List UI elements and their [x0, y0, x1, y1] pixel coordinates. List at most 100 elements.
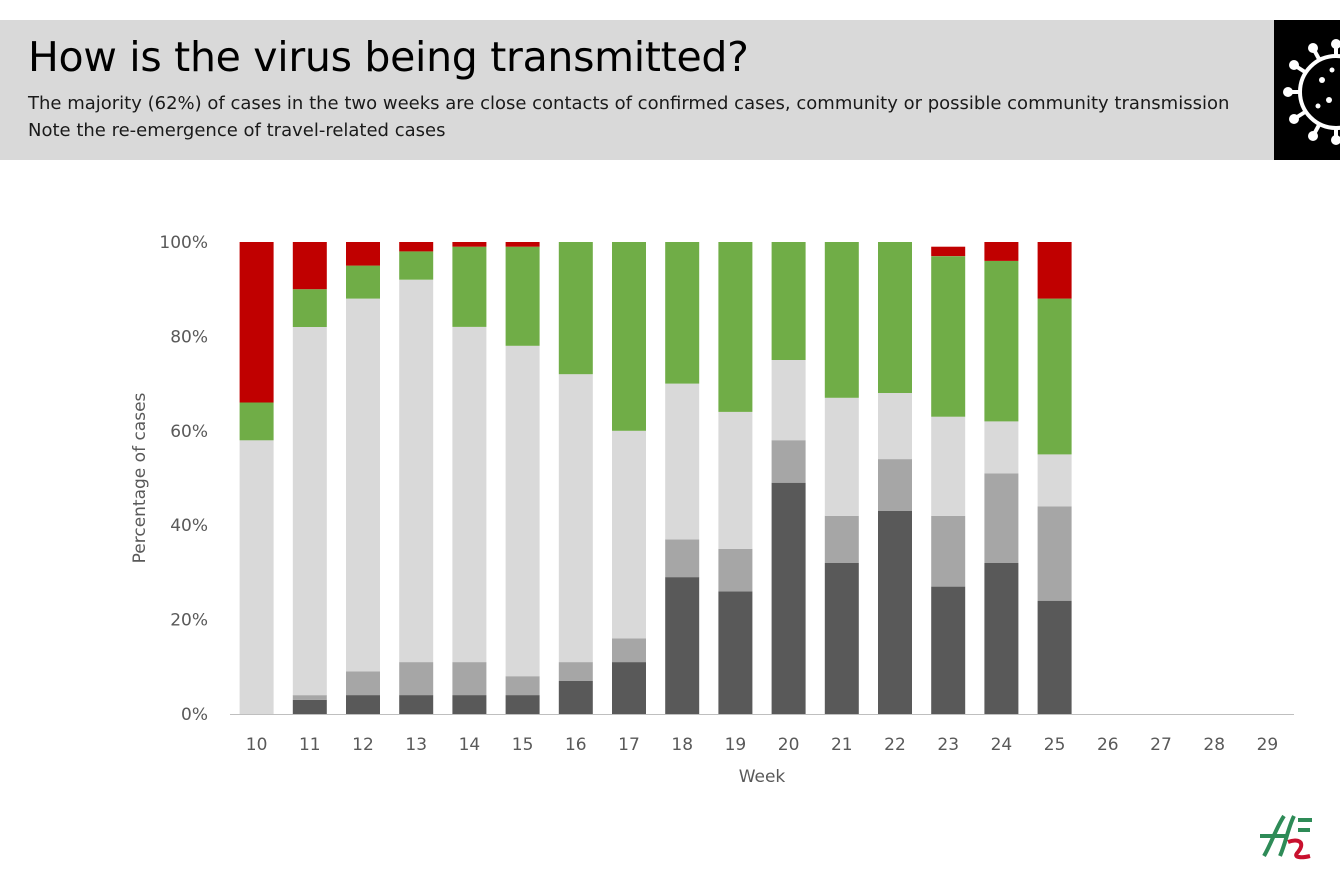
y-tick-label: 40% [170, 516, 208, 536]
y-tick-label: 100% [159, 233, 208, 253]
bar-week-24-segment-1 [984, 563, 1019, 714]
bar-week-24-segment-3 [984, 421, 1019, 474]
bar-week-14-segment-4 [452, 246, 487, 327]
bar-week-21-segment-3 [824, 397, 859, 516]
x-tick-label: 27 [1150, 735, 1172, 755]
x-tick-label: 23 [937, 735, 959, 755]
y-tick-label: 60% [170, 422, 208, 442]
bar-week-25-segment-3 [1037, 454, 1072, 507]
x-tick-label: 13 [405, 735, 427, 755]
bar-week-13-segment-1 [399, 695, 434, 714]
bar-week-23-segment-2 [931, 515, 966, 587]
bar-week-12-segment-2 [346, 671, 380, 696]
x-tick-label: 25 [1044, 735, 1066, 755]
bar-week-11-segment-2 [292, 695, 327, 700]
bar-week-13-segment-5 [399, 242, 434, 252]
x-tick-label: 18 [671, 735, 693, 755]
bar-week-14-segment-1 [452, 695, 487, 714]
bar-week-15-segment-2 [505, 676, 540, 696]
bar-week-10-segment-4 [239, 402, 274, 441]
bar-week-21-segment-1 [824, 563, 859, 714]
bar-week-16-segment-2 [558, 662, 593, 681]
bar-week-12-segment-4 [346, 265, 380, 299]
page-title: How is the virus being transmitted? [28, 33, 749, 81]
bar-week-15-segment-1 [505, 695, 540, 714]
bar-week-25-segment-1 [1037, 600, 1072, 714]
x-tick-label: 19 [725, 735, 747, 755]
subtitle-majority: The majority (62%) of cases in the two w… [28, 93, 1230, 114]
bar-week-15-segment-4 [505, 246, 540, 346]
y-tick-label: 20% [170, 611, 208, 631]
bar-week-14-segment-5 [452, 242, 487, 247]
bars-group [239, 242, 1072, 714]
bar-week-14-segment-2 [452, 662, 487, 696]
y-tick-labels: 0% 20% 40% 60% 80% 100% [159, 233, 208, 725]
bar-week-16-segment-1 [558, 681, 593, 714]
bar-week-18-segment-4 [665, 242, 700, 384]
bar-week-15-segment-5 [505, 242, 540, 247]
bar-week-19-segment-2 [718, 548, 753, 592]
bar-week-23-segment-1 [931, 586, 966, 714]
bar-week-17-segment-2 [612, 638, 646, 663]
bar-week-22-segment-1 [878, 511, 912, 714]
bar-week-19-segment-4 [718, 242, 753, 412]
bar-week-22-segment-2 [878, 459, 912, 511]
bar-week-17-segment-3 [612, 430, 646, 639]
x-tick-label: 26 [1097, 735, 1119, 755]
x-axis-label: Week [739, 767, 786, 787]
bar-week-18-segment-1 [665, 577, 700, 714]
subtitle-note: Note the re-emergence of travel-related … [28, 120, 446, 141]
bar-week-23-segment-5 [931, 246, 966, 257]
bar-week-22-segment-4 [878, 242, 912, 393]
bar-week-25-segment-5 [1037, 242, 1072, 299]
bar-week-13-segment-2 [399, 662, 434, 696]
x-tick-label: 10 [246, 735, 268, 755]
bar-week-18-segment-2 [665, 539, 700, 578]
bar-week-19-segment-3 [718, 411, 753, 549]
bar-week-11-segment-4 [292, 289, 327, 327]
bar-week-17-segment-4 [612, 242, 646, 431]
bar-week-22-segment-3 [878, 393, 912, 460]
bar-week-11-segment-3 [292, 327, 327, 696]
hse-logo [1260, 814, 1312, 860]
bar-week-23-segment-3 [931, 416, 966, 516]
header-banner: How is the virus being transmitted? The … [0, 20, 1274, 160]
bar-week-20-segment-2 [771, 440, 806, 483]
x-tick-label: 14 [459, 735, 481, 755]
bar-week-11-segment-5 [292, 242, 327, 290]
x-tick-label: 21 [831, 735, 853, 755]
bar-week-17-segment-1 [612, 662, 646, 714]
bar-week-24-segment-5 [984, 242, 1019, 261]
bar-week-16-segment-3 [558, 374, 593, 663]
bar-week-20-segment-3 [771, 360, 806, 441]
x-tick-label: 20 [778, 735, 800, 755]
y-tick-label: 80% [170, 327, 208, 347]
x-tick-label: 29 [1257, 735, 1279, 755]
x-tick-label: 17 [618, 735, 640, 755]
bar-week-25-segment-2 [1037, 506, 1072, 601]
y-tick-label: 0% [181, 705, 208, 725]
bar-week-21-segment-4 [824, 242, 859, 398]
x-tick-label: 15 [512, 735, 534, 755]
bar-week-24-segment-2 [984, 473, 1019, 563]
bar-week-10-segment-3 [239, 440, 274, 714]
bar-week-12-segment-1 [346, 695, 380, 714]
virus-icon-box [1274, 20, 1340, 160]
x-tick-label: 22 [884, 735, 906, 755]
x-tick-label: 12 [352, 735, 374, 755]
bar-week-16-segment-4 [558, 242, 593, 375]
bar-week-24-segment-4 [984, 260, 1019, 422]
x-tick-labels: 10 11 12 13 14 15 16 17 18 19 20 21 22 23 24 25 26 27 28 29 [246, 735, 1278, 755]
bar-week-23-segment-4 [931, 256, 966, 417]
y-axis-label: Percentage of cases [130, 392, 150, 563]
x-tick-label: 28 [1203, 735, 1225, 755]
x-tick-label: 11 [299, 735, 321, 755]
bar-week-25-segment-4 [1037, 298, 1072, 455]
bar-week-10-segment-5 [239, 242, 274, 403]
x-tick-label: 24 [991, 735, 1013, 755]
bar-week-12-segment-5 [346, 242, 380, 266]
bar-week-11-segment-1 [292, 699, 327, 714]
x-tick-label: 16 [565, 735, 587, 755]
bar-week-19-segment-1 [718, 591, 753, 714]
